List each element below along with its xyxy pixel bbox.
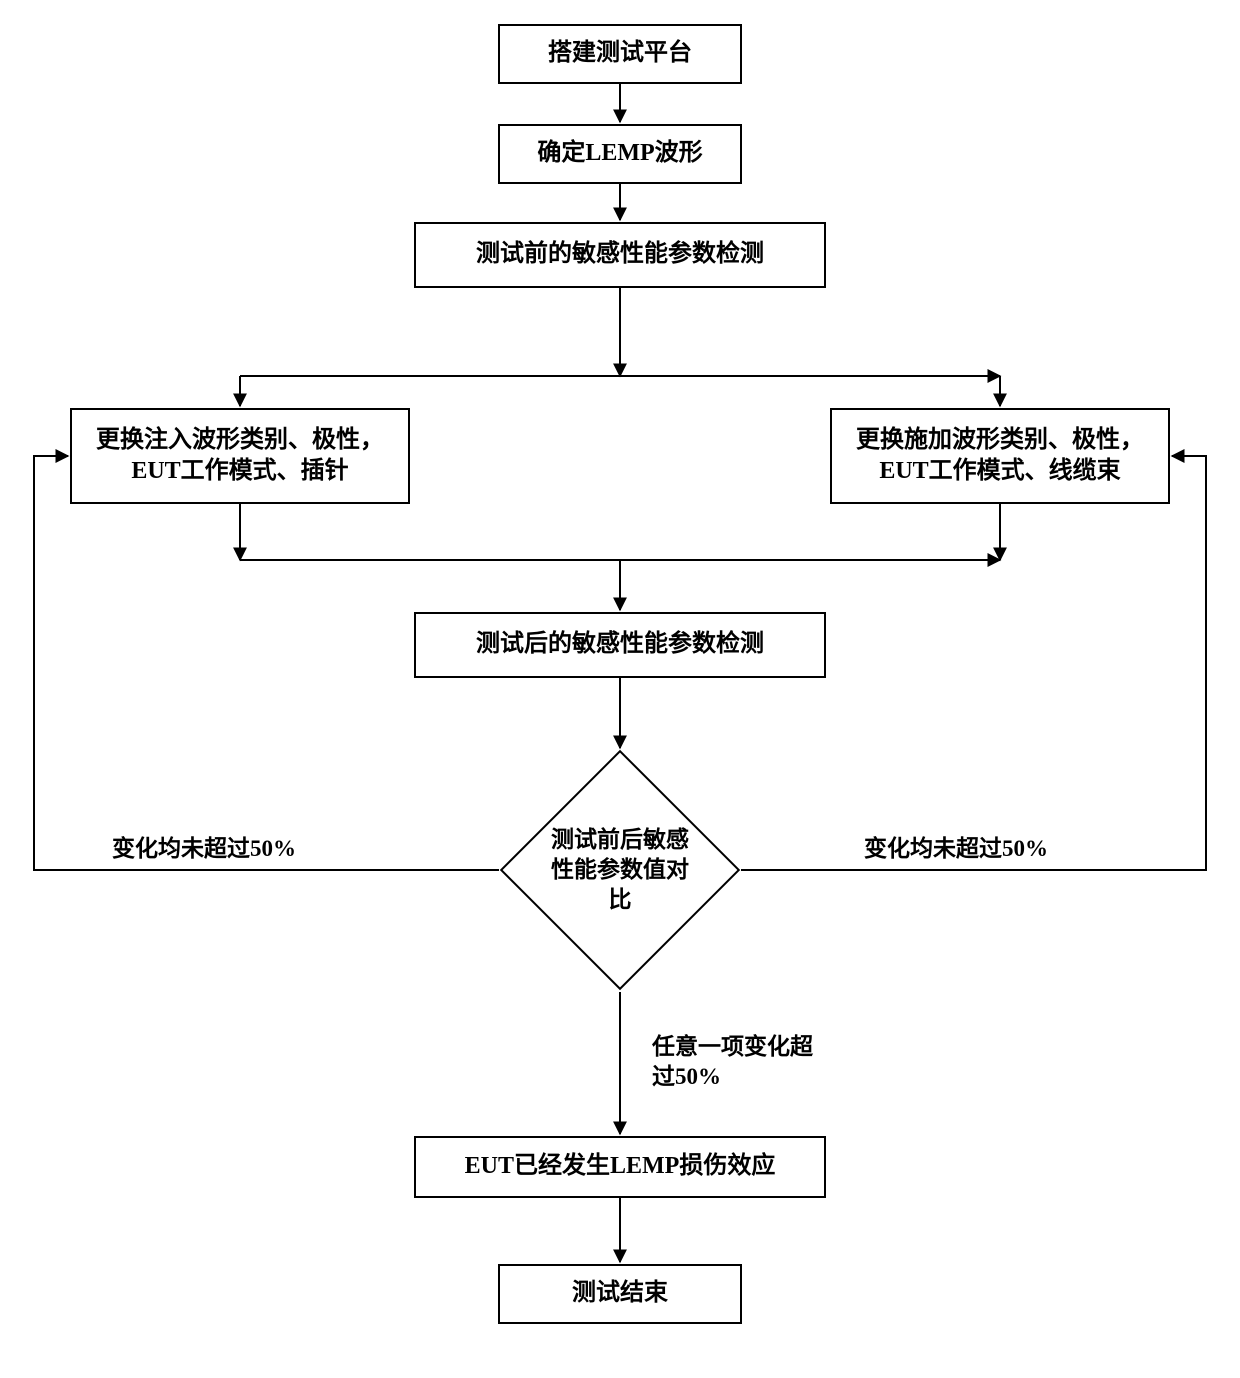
- node-lemp-damage: EUT已经发生LEMP损伤效应: [414, 1136, 826, 1198]
- edge-label-text: 变化均未超过50%: [864, 836, 1048, 861]
- node-change-applied: 更换施加波形类别、极性，EUT工作模式、线缆束: [830, 408, 1170, 504]
- node-build-platform: 搭建测试平台: [498, 24, 742, 84]
- node-pretest-params: 测试前的敏感性能参数检测: [414, 222, 826, 288]
- node-test-end: 测试结束: [498, 1264, 742, 1324]
- node-decision: 测试前后敏感性能参数值对比: [540, 800, 700, 940]
- node-label: 测试前的敏感性能参数检测: [476, 239, 764, 270]
- node-label: EUT已经发生LEMP损伤效应: [465, 1151, 776, 1182]
- node-label: 确定LEMP波形: [537, 138, 702, 169]
- edge-label-right: 变化均未超过50%: [860, 832, 1052, 866]
- node-label: 测试前后敏感性能参数值对比: [540, 825, 700, 915]
- node-change-injection: 更换注入波形类别、极性，EUT工作模式、插针: [70, 408, 410, 504]
- edge-label-text: 变化均未超过50%: [112, 836, 296, 861]
- node-determine-lemp: 确定LEMP波形: [498, 124, 742, 184]
- edge-label-down: 任意一项变化超过50%: [648, 1030, 828, 1094]
- edge-label-left: 变化均未超过50%: [108, 832, 300, 866]
- edge-label-text: 任意一项变化超过50%: [652, 1034, 813, 1089]
- node-label: 更换注入波形类别、极性，EUT工作模式、插针: [82, 425, 398, 487]
- node-label: 更换施加波形类别、极性，EUT工作模式、线缆束: [842, 425, 1158, 487]
- node-label: 测试结束: [572, 1278, 668, 1309]
- node-label: 测试后的敏感性能参数检测: [476, 629, 764, 660]
- node-posttest-params: 测试后的敏感性能参数检测: [414, 612, 826, 678]
- node-label: 搭建测试平台: [548, 38, 692, 69]
